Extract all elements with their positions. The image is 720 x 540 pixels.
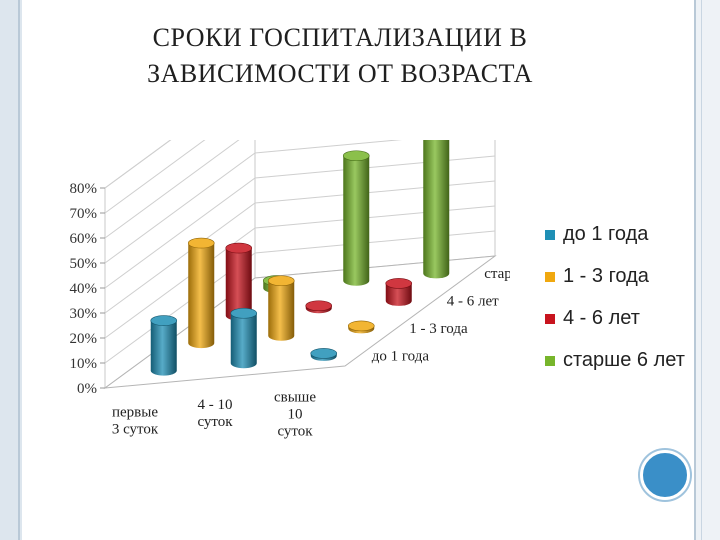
bar-1-2 bbox=[230, 307, 258, 369]
x-tick-label: свыше 10 суток bbox=[274, 390, 316, 440]
slide-title-line-2: ЗАВИСИМОСТИ ОТ ВОЗРАСТА bbox=[147, 59, 533, 88]
bar-body bbox=[268, 280, 295, 341]
bar-1-3 bbox=[310, 348, 338, 361]
bar-cap bbox=[385, 278, 413, 289]
legend-swatch-3 bbox=[545, 314, 555, 324]
bar-cap bbox=[347, 320, 375, 332]
bar-4-3 bbox=[423, 140, 450, 279]
y-tick-label: 0% bbox=[77, 381, 97, 397]
slide-frame-left bbox=[0, 0, 22, 540]
y-tick-label: 20% bbox=[70, 331, 98, 347]
slide-frame-right bbox=[694, 0, 720, 540]
depth-tick-label: 4 - 6 лет bbox=[447, 293, 499, 309]
bar-cap bbox=[305, 300, 333, 312]
slide-title: СРОКИ ГОСПИТАЛИЗАЦИИ В ЗАВИСИМОСТИ ОТ ВО… bbox=[60, 20, 620, 92]
bar-body bbox=[188, 243, 215, 349]
y-tick-label: 50% bbox=[70, 256, 98, 272]
y-tick-label: 60% bbox=[70, 231, 98, 247]
y-tick-label: 30% bbox=[70, 306, 98, 322]
gridline bbox=[104, 205, 496, 339]
slide-frame-right-line-inner bbox=[701, 0, 702, 540]
legend-swatch-2 bbox=[545, 272, 555, 282]
legend-item-4: старше 6 лет bbox=[545, 348, 695, 372]
bar-cap bbox=[150, 315, 178, 326]
gridline bbox=[104, 155, 496, 289]
gridline bbox=[104, 140, 240, 239]
bar-2-3 bbox=[347, 320, 375, 334]
x-tick-label: первые 3 суток bbox=[112, 404, 159, 437]
depth-tick-label: старше 6 лет bbox=[484, 266, 510, 282]
chart-legend: до 1 года 1 - 3 года 4 - 6 лет старше 6 … bbox=[545, 222, 695, 390]
x-tick-label: 4 - 10 суток bbox=[197, 397, 233, 430]
legend-item-3: 4 - 6 лет bbox=[545, 306, 695, 330]
slide-frame-left-line bbox=[18, 0, 20, 540]
depth-tick-label: 1 - 3 года bbox=[409, 321, 468, 337]
bar-3-2 bbox=[305, 300, 333, 314]
gridline bbox=[104, 140, 206, 214]
y-tick-label: 40% bbox=[70, 281, 98, 297]
bar-3-1 bbox=[225, 242, 253, 321]
bar-body bbox=[230, 313, 257, 369]
y-axis-ticks: 0% 10% 20% 30% 40% 50% 60% 70% 80% bbox=[70, 181, 105, 397]
bar-body bbox=[385, 283, 412, 306]
bar-cap bbox=[310, 348, 338, 359]
bar-3-3 bbox=[385, 278, 413, 306]
bar-cap bbox=[187, 237, 215, 249]
slide-title-line-1: СРОКИ ГОСПИТАЛИЗАЦИИ В bbox=[152, 23, 528, 52]
legend-swatch-4 bbox=[545, 356, 555, 366]
bar-1-1 bbox=[150, 315, 178, 376]
bar-cap bbox=[342, 150, 370, 162]
legend-label-3: 4 - 6 лет bbox=[563, 307, 640, 329]
y-tick-label: 80% bbox=[70, 181, 98, 197]
bar-cap bbox=[230, 307, 258, 319]
bar-body bbox=[343, 155, 370, 286]
y-tick-label: 70% bbox=[70, 206, 98, 222]
depth-axis-ticks: до 1 года 1 - 3 года 4 - 6 лет старше 6 лет bbox=[372, 266, 510, 365]
legend-item-2: 1 - 3 года bbox=[545, 264, 695, 288]
bar-body bbox=[225, 248, 252, 321]
legend-label-2: 1 - 3 года bbox=[563, 265, 649, 287]
x-axis-ticks: первые 3 суток 4 - 10 суток свыше 10 суток bbox=[112, 390, 317, 440]
bar-cap bbox=[225, 242, 253, 254]
bar-body bbox=[423, 140, 450, 279]
bar-cap bbox=[267, 275, 295, 287]
bar-body bbox=[150, 320, 177, 376]
gridline bbox=[104, 140, 172, 189]
gridline bbox=[104, 140, 403, 264]
depth-tick-label: до 1 года bbox=[372, 348, 430, 364]
bar-4-2 bbox=[342, 150, 370, 286]
legend-swatch-1 bbox=[545, 230, 555, 240]
slide-nav-circle-button[interactable] bbox=[640, 450, 690, 500]
gridline bbox=[104, 180, 496, 314]
legend-label-1: до 1 года bbox=[563, 223, 649, 245]
chart-bars bbox=[150, 140, 450, 376]
legend-label-4: старше 6 лет bbox=[563, 349, 685, 371]
y-tick-label: 10% bbox=[70, 356, 98, 372]
legend-item-1: до 1 года bbox=[545, 222, 695, 246]
bar-2-1 bbox=[187, 237, 215, 349]
slide-frame-right-line bbox=[694, 0, 696, 540]
bar-chart-3d: 0% 10% 20% 30% 40% 50% 60% 70% 80% первые 3 суток… bbox=[70, 140, 510, 440]
bar-2-2 bbox=[267, 275, 295, 341]
